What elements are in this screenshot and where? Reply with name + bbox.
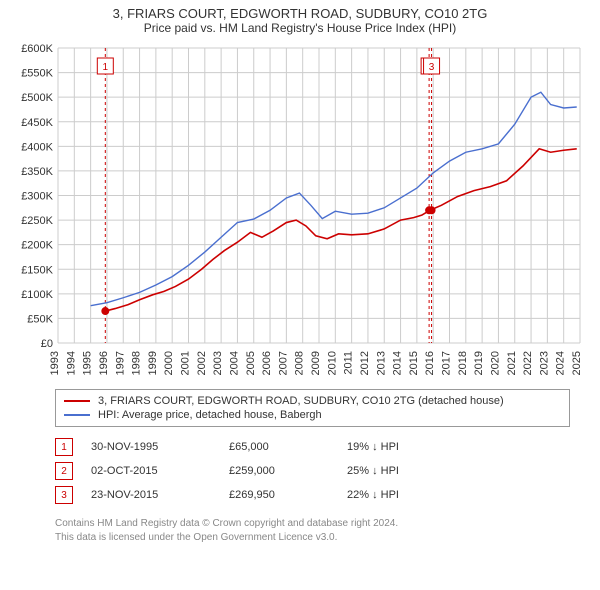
svg-text:2015: 2015 — [408, 351, 420, 375]
svg-text:£550K: £550K — [21, 68, 53, 80]
svg-text:2011: 2011 — [343, 351, 355, 375]
svg-text:1993: 1993 — [49, 351, 61, 375]
transaction-date: 02-OCT-2015 — [91, 465, 211, 477]
svg-text:1: 1 — [103, 62, 109, 73]
svg-text:£0: £0 — [41, 338, 53, 350]
page-subtitle: Price paid vs. HM Land Registry's House … — [0, 21, 600, 35]
svg-text:£50K: £50K — [27, 313, 53, 325]
svg-text:2007: 2007 — [277, 351, 289, 375]
footnote-line-2: This data is licensed under the Open Gov… — [55, 531, 570, 545]
footnote-line-1: Contains HM Land Registry data © Crown c… — [55, 517, 570, 531]
transaction-hpi: 19% ↓ HPI — [347, 441, 457, 453]
svg-text:2014: 2014 — [392, 351, 404, 375]
svg-text:£300K: £300K — [21, 191, 53, 203]
svg-text:£100K: £100K — [21, 289, 53, 301]
svg-text:2000: 2000 — [163, 351, 175, 375]
svg-text:1998: 1998 — [131, 351, 143, 375]
svg-text:2010: 2010 — [326, 351, 338, 375]
svg-text:3: 3 — [429, 62, 435, 73]
svg-text:2024: 2024 — [555, 351, 567, 375]
svg-text:2023: 2023 — [538, 351, 550, 375]
legend-row: HPI: Average price, detached house, Babe… — [64, 408, 561, 422]
footnote: Contains HM Land Registry data © Crown c… — [55, 517, 570, 544]
svg-text:2002: 2002 — [196, 351, 208, 375]
svg-text:1997: 1997 — [114, 351, 126, 375]
transactions-table: 1 30-NOV-1995 £65,000 19% ↓ HPI 2 02-OCT-2015… — [55, 435, 570, 507]
svg-text:1995: 1995 — [82, 351, 94, 375]
svg-text:£500K: £500K — [21, 92, 53, 104]
svg-text:£400K: £400K — [21, 141, 53, 153]
svg-text:2017: 2017 — [441, 351, 453, 375]
transaction-hpi: 22% ↓ HPI — [347, 489, 457, 501]
svg-text:£600K: £600K — [21, 43, 53, 55]
transaction-price: £269,950 — [229, 489, 329, 501]
svg-text:2012: 2012 — [359, 351, 371, 375]
transaction-row: 2 02-OCT-2015 £259,000 25% ↓ HPI — [55, 459, 570, 483]
svg-text:2005: 2005 — [245, 351, 257, 375]
transaction-index: 1 — [55, 438, 73, 456]
svg-text:2004: 2004 — [228, 351, 240, 375]
svg-text:£450K: £450K — [21, 117, 53, 129]
transaction-price: £65,000 — [229, 441, 329, 453]
transaction-row: 3 23-NOV-2015 £269,950 22% ↓ HPI — [55, 483, 570, 507]
svg-text:£250K: £250K — [21, 215, 53, 227]
svg-text:2021: 2021 — [506, 351, 518, 375]
svg-text:2009: 2009 — [310, 351, 322, 375]
transaction-index: 2 — [55, 462, 73, 480]
legend-row: 3, FRIARS COURT, EDGWORTH ROAD, SUDBURY,… — [64, 394, 561, 408]
transaction-price: £259,000 — [229, 465, 329, 477]
svg-text:£350K: £350K — [21, 166, 53, 178]
svg-text:2022: 2022 — [522, 351, 534, 375]
svg-text:2019: 2019 — [473, 351, 485, 375]
transaction-hpi: 25% ↓ HPI — [347, 465, 457, 477]
svg-text:2008: 2008 — [294, 351, 306, 375]
transaction-date: 30-NOV-1995 — [91, 441, 211, 453]
transaction-index: 3 — [55, 486, 73, 504]
svg-text:2020: 2020 — [489, 351, 501, 375]
svg-text:1999: 1999 — [147, 351, 159, 375]
svg-text:1996: 1996 — [98, 351, 110, 375]
svg-text:2006: 2006 — [261, 351, 273, 375]
legend-label: HPI: Average price, detached house, Babe… — [98, 409, 322, 421]
svg-text:2013: 2013 — [375, 351, 387, 375]
legend: 3, FRIARS COURT, EDGWORTH ROAD, SUDBURY,… — [55, 389, 570, 427]
svg-text:£200K: £200K — [21, 240, 53, 252]
price-chart: £0 £50K £100K £150K £200K £250K £300K £350K £400… — [10, 43, 590, 383]
page-title: 3, FRIARS COURT, EDGWORTH ROAD, SUDBURY,… — [0, 6, 600, 21]
svg-text:£150K: £150K — [21, 264, 53, 276]
svg-text:2016: 2016 — [424, 351, 436, 375]
svg-text:2025: 2025 — [571, 351, 583, 375]
svg-text:2001: 2001 — [180, 351, 192, 375]
legend-swatch — [64, 414, 90, 416]
svg-text:2018: 2018 — [457, 351, 469, 375]
svg-text:2003: 2003 — [212, 351, 224, 375]
transaction-date: 23-NOV-2015 — [91, 489, 211, 501]
svg-text:1994: 1994 — [65, 351, 77, 375]
legend-swatch — [64, 400, 90, 402]
chart-svg: £0 £50K £100K £150K £200K £250K £300K £350K £400… — [10, 43, 590, 378]
transaction-row: 1 30-NOV-1995 £65,000 19% ↓ HPI — [55, 435, 570, 459]
legend-label: 3, FRIARS COURT, EDGWORTH ROAD, SUDBURY,… — [98, 395, 504, 407]
